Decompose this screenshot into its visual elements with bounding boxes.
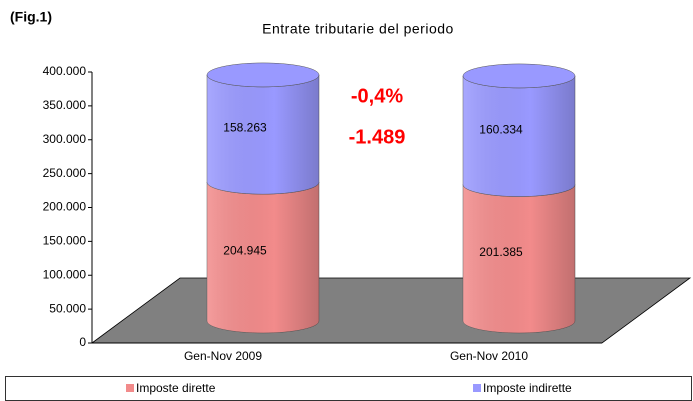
value-label: 158.263 bbox=[223, 121, 267, 135]
chart-title: Entrate tributarie del periodo bbox=[262, 21, 454, 37]
cylinder-top bbox=[462, 63, 576, 89]
figure-label: (Fig.1) bbox=[10, 9, 52, 25]
annotation: -1.489 bbox=[349, 126, 406, 148]
value-label: 204.945 bbox=[223, 244, 267, 258]
legend-swatch bbox=[126, 384, 134, 392]
y-tick-label: 250.000 bbox=[43, 166, 87, 180]
y-tick-label: 300.000 bbox=[43, 132, 87, 146]
cylinder-shade bbox=[463, 75, 575, 197]
y-tick-label: 150.000 bbox=[43, 234, 87, 248]
x-tick-label: Gen-Nov 2010 bbox=[450, 349, 528, 363]
floor bbox=[90, 277, 692, 344]
legend-label: Imposte indirette bbox=[483, 381, 572, 395]
x-tick-label: Gen-Nov 2009 bbox=[184, 349, 262, 363]
cylinder-shade bbox=[207, 182, 319, 333]
y-tick-label: 200.000 bbox=[43, 200, 87, 214]
cylinder-top bbox=[206, 62, 320, 88]
value-label: 201.385 bbox=[479, 245, 523, 259]
legend-label: Imposte dirette bbox=[136, 381, 216, 395]
legend-box bbox=[5, 376, 692, 401]
annotation: -0,4% bbox=[351, 85, 403, 107]
y-tick-label: 350.000 bbox=[43, 98, 87, 112]
cylinder-shade bbox=[463, 184, 575, 333]
cylinder-shade bbox=[207, 74, 319, 195]
legend-swatch bbox=[473, 384, 481, 392]
y-tick-label: 100.000 bbox=[43, 267, 87, 281]
y-tick-label: 50.000 bbox=[49, 301, 86, 315]
value-label: 160.334 bbox=[479, 122, 523, 136]
y-tick-label: 400.000 bbox=[43, 64, 87, 78]
y-tick-label: 0 bbox=[79, 335, 86, 349]
